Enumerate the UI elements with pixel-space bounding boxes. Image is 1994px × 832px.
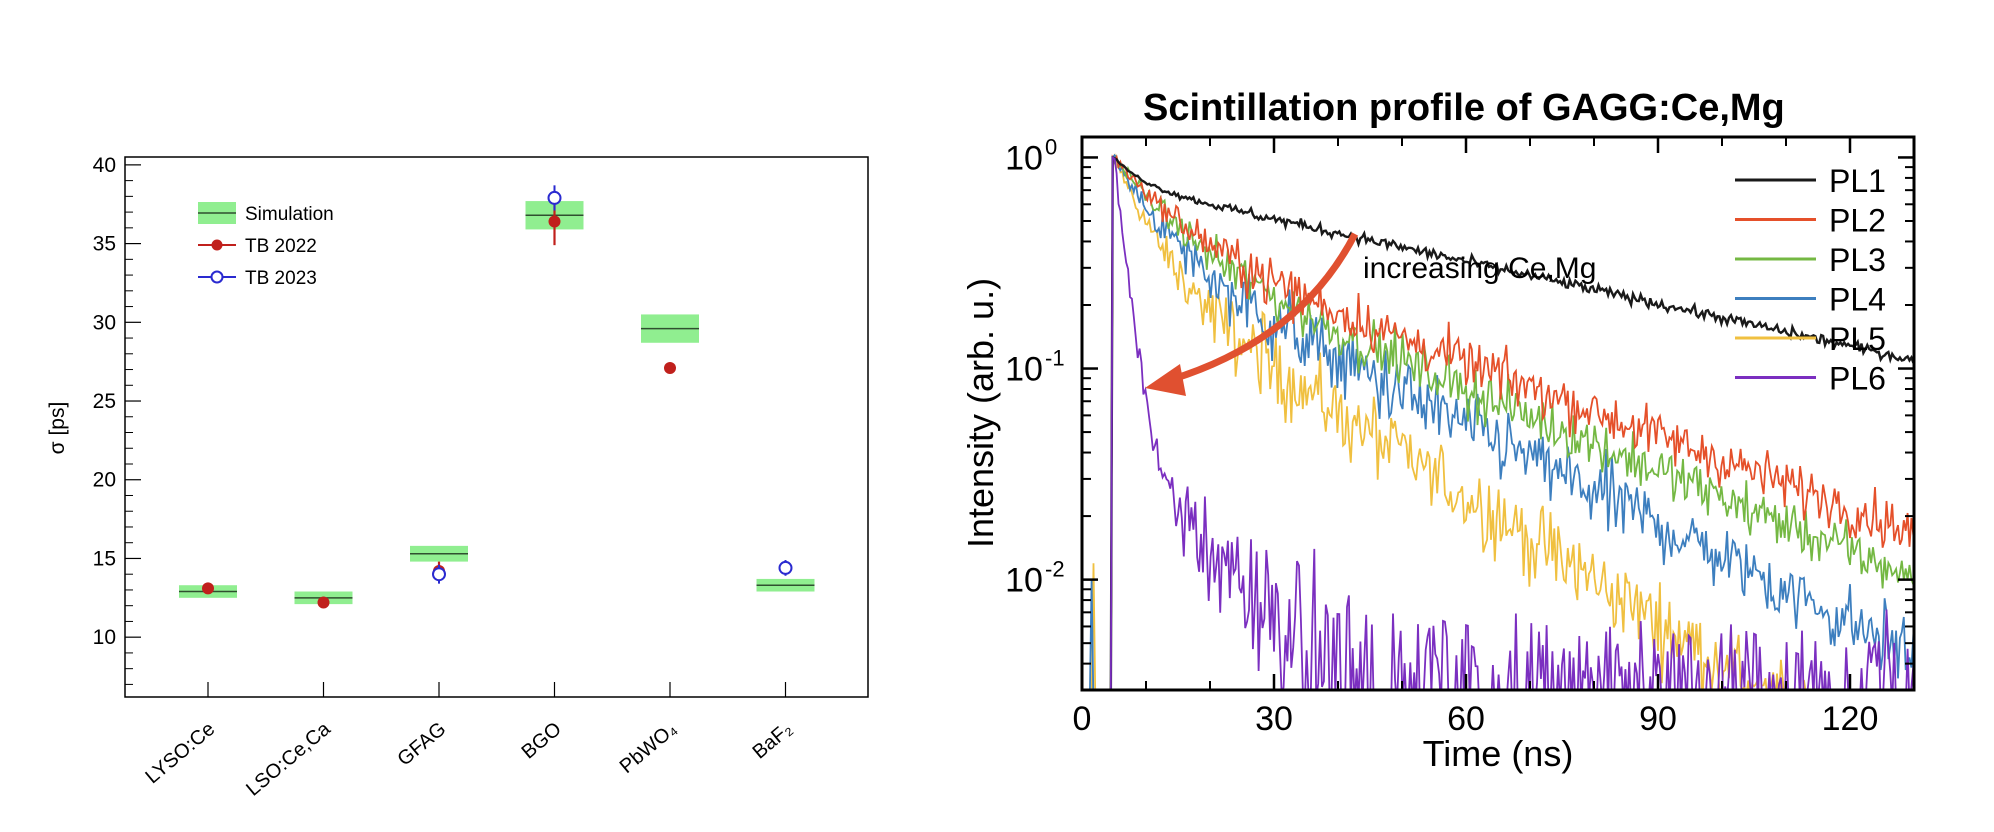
- right-y-tick-base: 10: [1005, 562, 1043, 600]
- left-y-tick-label: 30: [93, 311, 116, 334]
- right-y-tick-exponent: -1: [1045, 346, 1065, 371]
- legend-pl2-label: PL2: [1829, 203, 1886, 239]
- left-x-tick-label: BaF₂: [749, 718, 797, 763]
- right-y-tick-base: 10: [1005, 139, 1043, 177]
- tb2022-point: [548, 215, 561, 228]
- left-legend: Simulation TB 2022 TB 2023: [198, 202, 334, 289]
- left-y-tick-label: 10: [93, 626, 116, 649]
- right-x-axis-label: Time (ns): [1423, 733, 1574, 774]
- left-y-tick-label: 25: [93, 390, 116, 413]
- tb2023-point: [778, 560, 793, 575]
- legend-simulation-label: Simulation: [245, 204, 334, 225]
- right-x-tick-label: 0: [1073, 700, 1092, 738]
- legend-tb2022-label: TB 2022: [245, 236, 317, 257]
- right-x-axis: 0 30 60 90 120: [1073, 137, 1879, 738]
- tb2022-point: [664, 361, 676, 374]
- legend-pl1-label: PL1: [1829, 163, 1886, 199]
- left-y-axis: 10 15 20 25 30 35 40: [93, 154, 141, 685]
- right-x-tick-label: 60: [1447, 700, 1485, 738]
- left-y-tick-label: 20: [93, 469, 116, 492]
- tb2023-point: [547, 190, 562, 205]
- timing-resolution-chart: 10 15 20 25 30 35 40 σ [ps] LYSO:Ce LSO:Ce,Ca GF…: [46, 154, 869, 801]
- right-y-tick-exponent: -2: [1045, 557, 1065, 582]
- right-plot-frame: [1080, 135, 1916, 692]
- series-pl1-curve: [1109, 155, 1914, 690]
- annotation-arrow: [1168, 232, 1359, 384]
- legend-pl4-label: PL4: [1829, 282, 1886, 318]
- left-y-tick-label: 40: [93, 154, 116, 177]
- scintillation-profile-chart: Scintillation profile of GAGG:Ce,Mg 10 01…: [960, 87, 1916, 774]
- legend-tb2023-label: TB 2023: [245, 268, 317, 289]
- legend-tb2022-marker: [211, 239, 223, 251]
- annotation-arrowhead: [1145, 364, 1186, 396]
- left-y-axis-label: σ [ps]: [46, 402, 69, 455]
- legend-tb2023-marker: [210, 270, 224, 284]
- left-x-tick-label: LSO:Ce,Ca: [242, 717, 335, 800]
- legend-pl3-label: PL3: [1829, 242, 1886, 278]
- series-pl2-curve: [1109, 154, 1914, 690]
- series-pl5-curve: [1090, 153, 1816, 690]
- left-x-tick-label: BGO: [518, 718, 566, 763]
- annotation-text: increasing Ce,Mg: [1363, 252, 1596, 285]
- right-x-tick-label: 120: [1822, 700, 1879, 738]
- right-x-tick-label: 90: [1639, 700, 1677, 738]
- tb2022-point: [317, 596, 330, 609]
- left-data-marks: [179, 185, 815, 609]
- left-y-tick-label: 15: [93, 547, 116, 570]
- legend-pl5-label: PL5: [1829, 321, 1886, 357]
- right-y-tick-exponent: 0: [1045, 134, 1057, 159]
- left-y-tick-label: 35: [93, 233, 116, 256]
- series-pl3-curve: [1109, 154, 1914, 690]
- tb2023-point: [432, 567, 446, 582]
- concentration-annotation: increasing Ce,Mg: [1145, 232, 1596, 396]
- right-data-series: [1089, 153, 1914, 690]
- series-pl6-curve: [1109, 155, 1914, 690]
- left-plot-frame: [124, 156, 869, 698]
- left-x-axis: LYSO:Ce LSO:Ce,Ca GFAG BGO PbWO₄ BaF₂: [141, 682, 797, 801]
- left-x-tick-label: PbWO₄: [616, 718, 682, 778]
- left-x-tick-label: GFAG: [393, 718, 450, 771]
- right-chart-title: Scintillation profile of GAGG:Ce,Mg: [1143, 87, 1785, 129]
- right-x-tick-label: 30: [1255, 700, 1293, 738]
- left-x-tick-label: LYSO:Ce: [141, 718, 219, 788]
- legend-pl6-label: PL6: [1829, 361, 1886, 397]
- right-y-tick-base: 10: [1005, 351, 1043, 389]
- tb2022-point: [202, 582, 214, 595]
- series-pl4-curve: [1089, 153, 1914, 690]
- right-y-axis-label: Intensity (arb. u.): [960, 278, 1001, 548]
